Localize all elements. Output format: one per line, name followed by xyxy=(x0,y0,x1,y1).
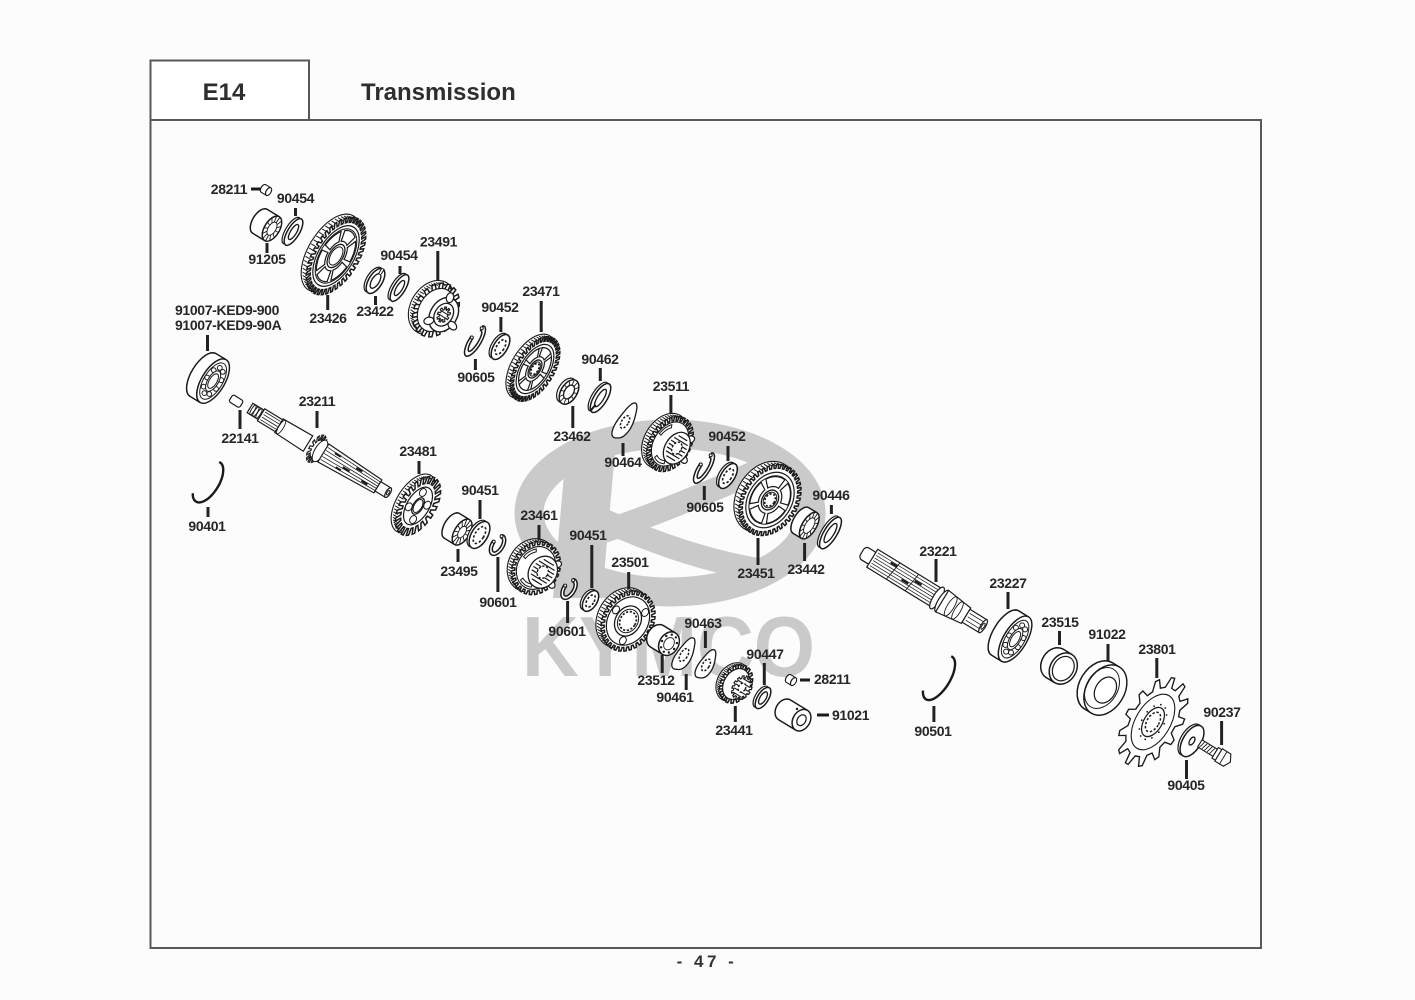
svg-text:90464: 90464 xyxy=(604,454,642,470)
svg-text:23501: 23501 xyxy=(611,554,649,570)
svg-text:23491: 23491 xyxy=(420,234,458,250)
svg-text:90454: 90454 xyxy=(277,190,315,206)
svg-text:90601: 90601 xyxy=(479,594,517,610)
svg-text:91022: 91022 xyxy=(1088,626,1126,642)
svg-text:90405: 90405 xyxy=(1167,777,1205,793)
svg-text:23512: 23512 xyxy=(637,672,675,688)
svg-text:90401: 90401 xyxy=(188,518,226,534)
svg-text:23442: 23442 xyxy=(787,561,825,577)
svg-text:23801: 23801 xyxy=(1138,641,1176,657)
svg-text:22141: 22141 xyxy=(221,430,259,446)
svg-text:90461: 90461 xyxy=(656,689,694,705)
svg-text:90237: 90237 xyxy=(1203,704,1241,720)
svg-text:23451: 23451 xyxy=(737,565,775,581)
svg-text:91205: 91205 xyxy=(248,251,286,267)
svg-text:23441: 23441 xyxy=(715,722,753,738)
svg-text:90462: 90462 xyxy=(581,351,619,367)
svg-text:28211: 28211 xyxy=(814,671,851,687)
svg-text:23221: 23221 xyxy=(919,543,957,559)
svg-text:23227: 23227 xyxy=(989,575,1027,591)
svg-text:90463: 90463 xyxy=(684,615,722,631)
svg-text:90447: 90447 xyxy=(746,646,784,662)
svg-text:23462: 23462 xyxy=(553,428,591,444)
svg-text:E14: E14 xyxy=(203,79,246,106)
svg-text:23461: 23461 xyxy=(520,507,558,523)
svg-text:90454: 90454 xyxy=(380,247,418,263)
svg-text:23515: 23515 xyxy=(1041,614,1079,630)
svg-text:91007-KED9-900: 91007-KED9-900 xyxy=(175,302,280,318)
svg-text:Transmission: Transmission xyxy=(361,79,516,106)
svg-text:23495: 23495 xyxy=(440,563,478,579)
svg-text:23211: 23211 xyxy=(299,393,336,409)
svg-text:90605: 90605 xyxy=(457,369,495,385)
svg-text:90501: 90501 xyxy=(914,723,952,739)
svg-text:90452: 90452 xyxy=(481,299,519,315)
svg-text:91021: 91021 xyxy=(832,707,870,723)
svg-text:90451: 90451 xyxy=(569,527,607,543)
svg-text:90601: 90601 xyxy=(548,623,586,639)
svg-text:90452: 90452 xyxy=(708,428,746,444)
svg-text:23426: 23426 xyxy=(309,310,347,326)
svg-text:90446: 90446 xyxy=(812,487,850,503)
svg-text:90605: 90605 xyxy=(686,499,724,515)
svg-text:90451: 90451 xyxy=(461,482,499,498)
svg-text:23422: 23422 xyxy=(356,303,394,319)
svg-text:- 47 -: - 47 - xyxy=(677,952,738,971)
svg-text:23511: 23511 xyxy=(653,378,690,394)
svg-text:23471: 23471 xyxy=(522,283,560,299)
svg-text:28211: 28211 xyxy=(211,181,248,197)
svg-text:91007-KED9-90A: 91007-KED9-90A xyxy=(175,317,282,333)
svg-text:23481: 23481 xyxy=(399,443,437,459)
